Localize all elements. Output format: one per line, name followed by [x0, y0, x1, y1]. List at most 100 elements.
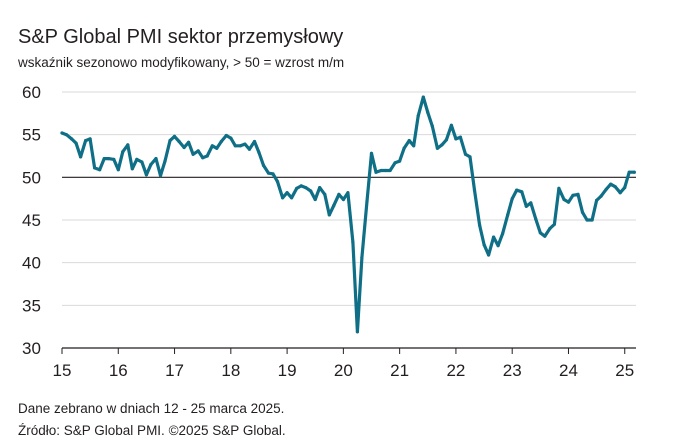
data-point [412, 144, 416, 148]
data-point [515, 188, 519, 192]
data-point [121, 150, 125, 154]
data-point [566, 200, 571, 204]
data-point [257, 151, 261, 155]
data-point [384, 168, 388, 173]
data-point [444, 138, 448, 142]
data-point [604, 187, 608, 191]
data-point [275, 180, 280, 184]
y-tick-label-60: 60 [22, 83, 41, 102]
data-point [398, 159, 402, 163]
data-point [74, 141, 78, 145]
data-point [233, 144, 237, 148]
data-point [107, 157, 111, 161]
data-point [130, 167, 134, 171]
x-tick-label-15: 15 [53, 361, 72, 380]
data-point [281, 196, 285, 200]
chart-title: S&P Global PMI sektor przemysłowy [18, 26, 344, 48]
data-point [144, 173, 148, 177]
data-point [163, 159, 167, 163]
data-point [506, 213, 510, 217]
data-point [435, 146, 439, 150]
data-point [205, 154, 209, 158]
data-point [182, 145, 186, 150]
data-point [187, 140, 191, 144]
data-point [290, 196, 294, 200]
x-tick-label-17: 17 [165, 361, 184, 380]
data-point [219, 139, 223, 144]
data-point [496, 244, 500, 248]
data-point [309, 189, 313, 193]
series-layer [60, 95, 636, 334]
x-tick-label-23: 23 [503, 361, 522, 380]
source-note: Źródło: S&P Global PMI. ©2025 S&P Global… [18, 423, 286, 438]
data-point [492, 235, 496, 239]
data-point [252, 139, 257, 144]
data-point [313, 197, 317, 202]
data-point [613, 185, 617, 189]
data-point [548, 226, 552, 231]
data-point [229, 136, 233, 140]
data-point [177, 139, 181, 144]
data-point [243, 142, 247, 146]
grid-lines [62, 91, 636, 349]
data-point [379, 168, 383, 173]
data-point [149, 162, 153, 167]
data-point [580, 210, 585, 214]
data-point [337, 192, 341, 196]
data-point [501, 232, 505, 236]
data-point [346, 191, 350, 195]
data-point [585, 218, 589, 222]
data-point [168, 139, 172, 143]
series-line-pmi [60, 95, 636, 334]
data-point [135, 157, 139, 161]
data-point [430, 124, 434, 128]
data-point [201, 156, 205, 160]
x-tick-label-21: 21 [390, 361, 409, 380]
data-point [365, 199, 369, 203]
data-point [64, 133, 69, 137]
data-point [458, 135, 462, 139]
data-point [172, 134, 177, 138]
data-point [463, 152, 468, 156]
data-point [599, 194, 603, 198]
data-point [304, 186, 308, 190]
data-point [595, 198, 599, 202]
data-point [126, 143, 130, 147]
y-tick-label-40: 40 [22, 254, 41, 273]
data-point [102, 157, 106, 161]
data-point [538, 231, 542, 235]
data-point [618, 191, 622, 195]
data-point [609, 182, 613, 186]
chart-subtitle: wskaźnik sezonowo modyfikowany, > 50 = w… [18, 55, 345, 70]
data-point [295, 186, 299, 190]
data-point [543, 234, 547, 238]
data-point [487, 253, 491, 257]
data-point [215, 146, 219, 150]
data-point [158, 174, 163, 178]
data-point [454, 137, 458, 141]
x-tick-label-18: 18 [221, 361, 240, 380]
data-point [416, 114, 420, 118]
data-point [426, 110, 430, 115]
data-point [557, 186, 561, 190]
y-tick-label-45: 45 [22, 211, 41, 230]
data-point [355, 330, 359, 334]
data-point [421, 95, 425, 99]
data-point [84, 139, 88, 143]
data-point [332, 203, 336, 208]
data-point [590, 218, 594, 222]
data-point [482, 243, 486, 247]
x-tick-label-20: 20 [334, 361, 353, 380]
x-tick-label-19: 19 [278, 361, 297, 380]
data-point [374, 170, 378, 174]
data-point [369, 151, 374, 155]
y-tick-label-55: 55 [22, 126, 41, 145]
data-point [271, 172, 275, 176]
data-point [247, 147, 251, 151]
data-point [116, 168, 120, 172]
data-point [449, 123, 453, 127]
data-point [468, 155, 472, 159]
data-point [261, 163, 266, 167]
data-point [318, 186, 322, 190]
data-point [623, 186, 627, 190]
